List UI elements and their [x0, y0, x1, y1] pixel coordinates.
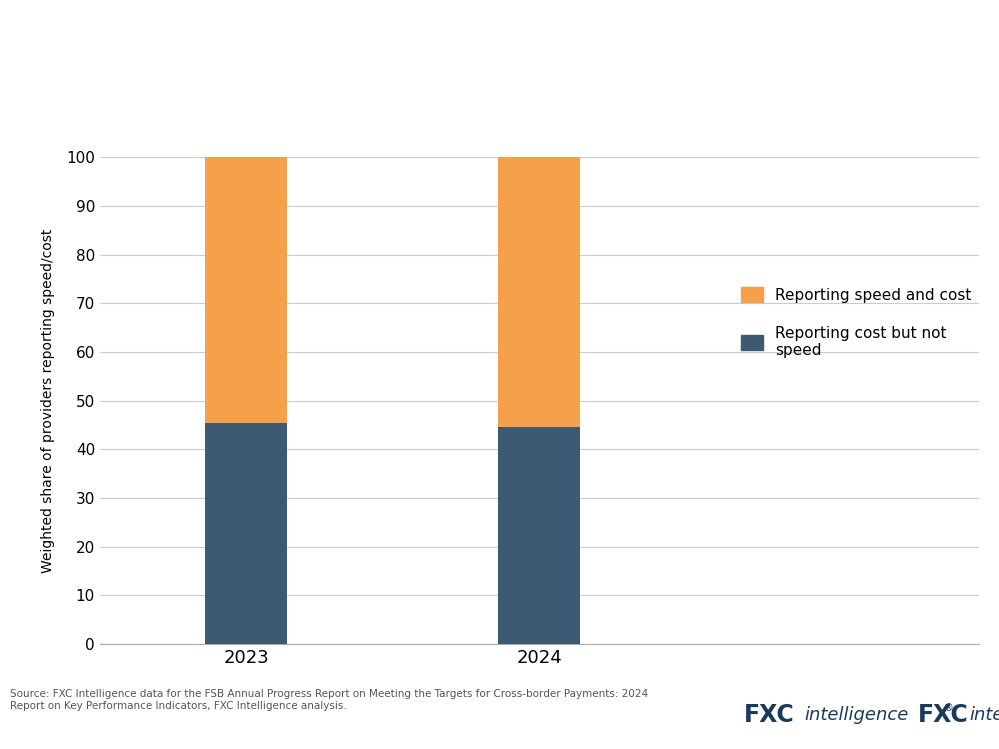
Bar: [499, 157, 580, 428]
Text: FXC: FXC: [918, 703, 969, 727]
Legend: Reporting speed and cost, Reporting cost but not
speed: Reporting speed and cost, Reporting cost…: [741, 287, 971, 358]
Text: intelligence: intelligence: [969, 706, 999, 724]
Text: Cross-border provider transparency has slightly improved overall: Cross-border provider transparency has s…: [12, 36, 999, 64]
Text: Source: FXC Intelligence data for the FSB Annual Progress Report on Meeting the : Source: FXC Intelligence data for the FS…: [10, 689, 648, 711]
Bar: [206, 422, 288, 644]
Bar: [499, 428, 580, 644]
Bar: [206, 157, 288, 422]
Text: Weighted share of services with speed and/or cost transparency across all types: Weighted share of services with speed an…: [12, 89, 738, 107]
Text: ®: ®: [944, 703, 954, 713]
Y-axis label: Weighted share of providers reporting speed/cost: Weighted share of providers reporting sp…: [41, 228, 55, 573]
Text: intelligence: intelligence: [804, 706, 908, 724]
Text: FXC: FXC: [744, 703, 795, 727]
